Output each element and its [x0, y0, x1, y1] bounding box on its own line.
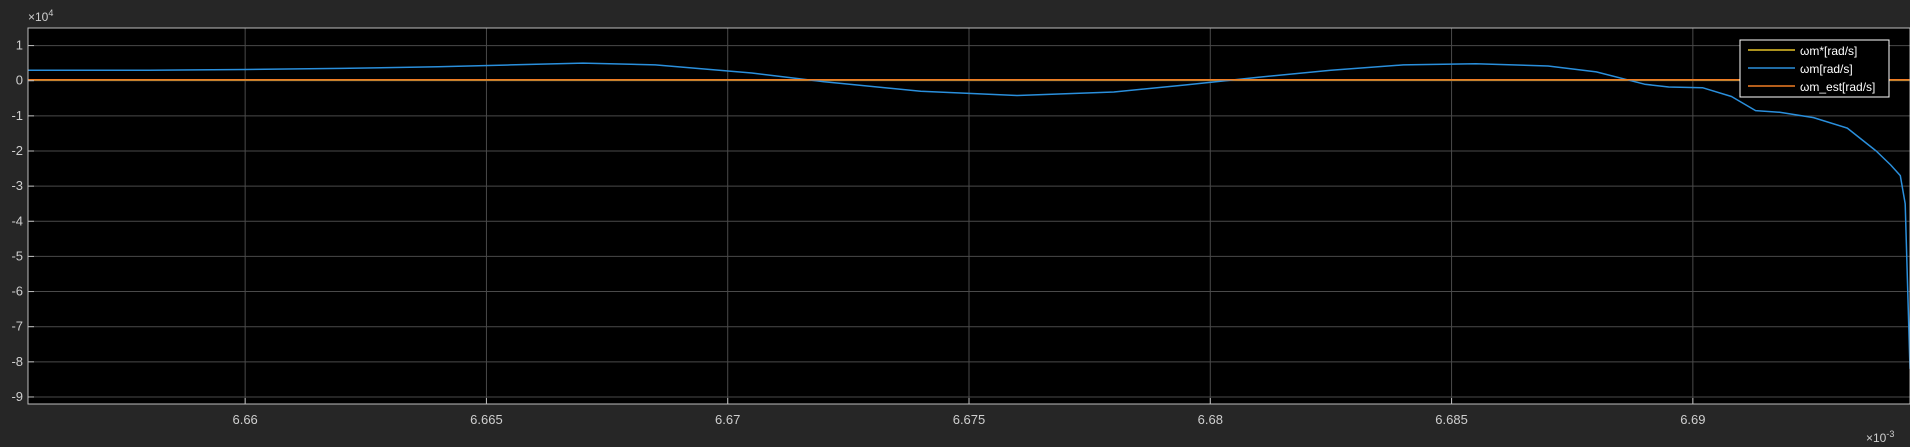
y-tick-label: -1	[11, 108, 23, 123]
x-axis-ticks: 6.66 6.665 6.67 6.675 6.68 6.685 6.69	[232, 398, 1706, 427]
x-tick-label: 6.67	[715, 412, 740, 427]
series-lines	[28, 62, 1910, 369]
y-tick-label: -5	[11, 248, 23, 263]
y-tick-label: -6	[11, 284, 23, 299]
y-tick-label: -7	[11, 319, 23, 334]
x-tick-label: 6.68	[1198, 412, 1223, 427]
legend-label-2: ωm_est[rad/s]	[1800, 80, 1875, 94]
y-axis-multiplier-base: ×10	[28, 10, 49, 24]
x-axis-multiplier-exponent: -3	[1886, 429, 1894, 439]
y-tick-label: -9	[11, 389, 23, 404]
y-tick-label: -8	[11, 354, 23, 369]
y-tick-label: 1	[16, 38, 23, 53]
x-tick-label: 6.66	[232, 412, 257, 427]
legend[interactable]: ωm*[rad/s] ωm[rad/s] ωm_est[rad/s]	[1739, 39, 1890, 98]
y-tick-label: 0	[16, 73, 23, 88]
legend-label-1: ωm[rad/s]	[1800, 62, 1853, 76]
x-tick-label: 6.685	[1435, 412, 1468, 427]
x-tick-label: 6.69	[1680, 412, 1705, 427]
x-tick-label: 6.665	[470, 412, 503, 427]
y-axis-multiplier: ×104	[28, 8, 53, 24]
y-tick-label: -2	[11, 143, 23, 158]
series-line-1	[28, 62, 1910, 369]
y-tick-label: -4	[11, 213, 23, 228]
y-axis-ticks: 1 0 -1 -2 -3 -4 -5 -6 -7 -8 -9	[11, 38, 34, 404]
legend-label-0: ωm*[rad/s]	[1800, 44, 1857, 58]
y-axis-multiplier-exponent: 4	[48, 8, 53, 18]
x-tick-label: 6.675	[953, 412, 986, 427]
y-tick-label: -3	[11, 178, 23, 193]
x-axis-multiplier: ×10-3	[1866, 429, 1894, 445]
x-axis-multiplier-base: ×10	[1866, 431, 1887, 445]
